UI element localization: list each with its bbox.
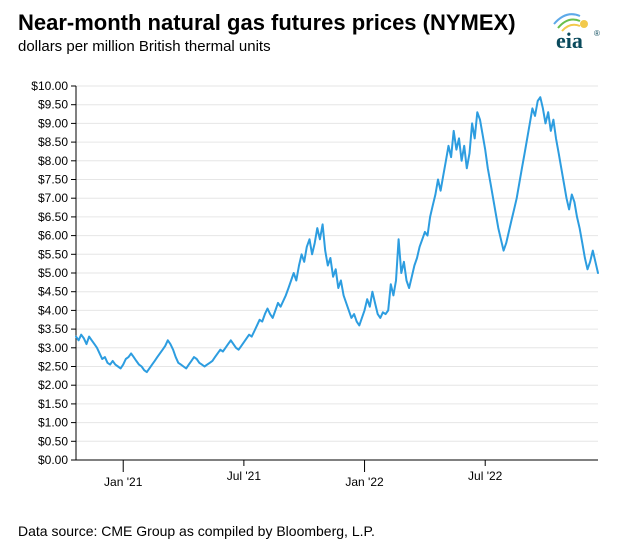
svg-text:$1.50: $1.50 [38,397,68,411]
svg-text:$5.50: $5.50 [38,247,68,261]
svg-text:$8.00: $8.00 [38,154,68,168]
svg-text:®: ® [594,29,600,38]
data-source-footer: Data source: CME Group as compiled by Bl… [18,523,375,539]
svg-text:Jul '22: Jul '22 [468,469,503,483]
svg-text:$7.00: $7.00 [38,191,68,205]
chart-title: Near-month natural gas futures prices (N… [18,10,516,36]
svg-text:$7.50: $7.50 [38,173,68,187]
svg-text:$9.50: $9.50 [38,98,68,112]
svg-text:eia: eia [556,28,583,52]
svg-text:$4.50: $4.50 [38,285,68,299]
svg-text:$4.00: $4.00 [38,303,68,317]
svg-text:$0.50: $0.50 [38,434,68,448]
svg-text:$5.00: $5.00 [38,266,68,280]
chart-subtitle: dollars per million British thermal unit… [18,38,271,55]
svg-text:Jul '21: Jul '21 [227,469,262,483]
svg-text:$3.00: $3.00 [38,341,68,355]
svg-text:$6.50: $6.50 [38,210,68,224]
price-line-chart: $0.00 $0.50 $1.00 $1.50 $2.00 $2.50 $3.00 $3.50… [18,70,608,505]
svg-text:$6.00: $6.00 [38,229,68,243]
svg-text:Jan '21: Jan '21 [104,475,143,489]
svg-text:$0.00: $0.00 [38,453,68,467]
svg-text:$2.50: $2.50 [38,360,68,374]
svg-text:Jan '22: Jan '22 [345,475,384,489]
eia-logo: eia ® [550,8,608,57]
svg-text:$10.00: $10.00 [31,79,68,93]
svg-text:$2.00: $2.00 [38,378,68,392]
svg-text:$9.00: $9.00 [38,116,68,130]
svg-text:$1.00: $1.00 [38,416,68,430]
svg-text:$3.50: $3.50 [38,322,68,336]
svg-text:$8.50: $8.50 [38,135,68,149]
